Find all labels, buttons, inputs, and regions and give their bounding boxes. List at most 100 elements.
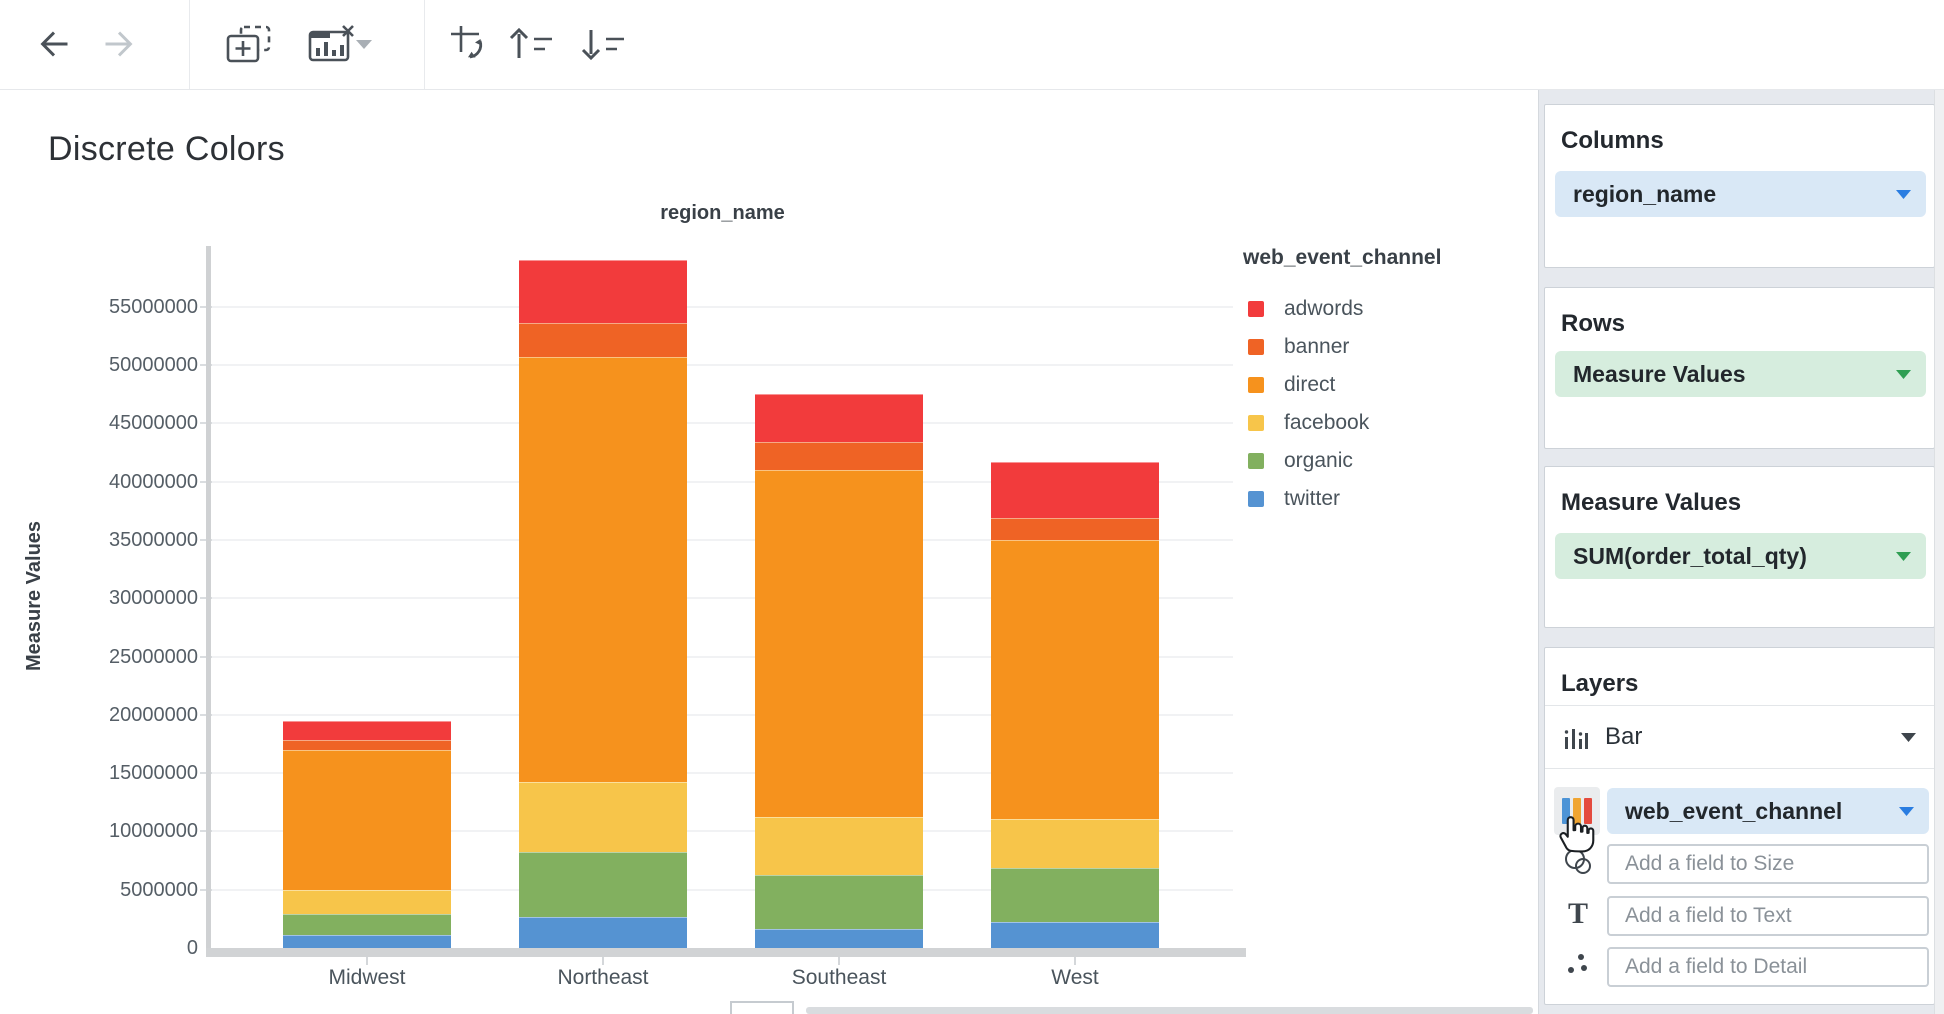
bar-segment-southeast-banner[interactable] xyxy=(755,441,923,470)
rows-field-pill[interactable]: Measure Values xyxy=(1555,351,1926,397)
gridline xyxy=(212,538,1233,541)
bar-segment-southeast-organic[interactable] xyxy=(755,874,923,930)
back-arrow-icon xyxy=(36,26,72,65)
chevron-down-icon xyxy=(1895,369,1912,380)
toolbar xyxy=(0,0,1944,90)
swap-axes-icon xyxy=(448,23,490,68)
bar-segment-midwest-direct[interactable] xyxy=(283,750,451,891)
legend-swatch xyxy=(1248,453,1264,469)
gridline xyxy=(212,480,1233,483)
legend-item-twitter[interactable]: twitter xyxy=(1248,487,1533,511)
legend-label: organic xyxy=(1284,449,1353,472)
gridline xyxy=(212,888,1233,891)
bar-segment-northeast-organic[interactable] xyxy=(519,852,687,918)
bar-segment-west-twitter[interactable] xyxy=(991,921,1159,948)
legend-title: web_event_channel xyxy=(1243,246,1442,269)
color-shelf-button[interactable] xyxy=(1554,787,1600,835)
bar-segment-west-facebook[interactable] xyxy=(991,818,1159,869)
legend-item-banner[interactable]: banner xyxy=(1248,335,1533,359)
legend: web_event_channel adwords banner direct fac… xyxy=(1243,246,1533,511)
sort-ascending-button[interactable] xyxy=(505,19,557,71)
detail-icon xyxy=(1563,951,1593,977)
legend-item-adwords[interactable]: adwords xyxy=(1248,297,1533,321)
bar-segment-northeast-twitter[interactable] xyxy=(519,917,687,948)
bar-segment-midwest-twitter[interactable] xyxy=(283,935,451,948)
x-axis-field-label: region_name xyxy=(660,202,785,224)
text-field-input[interactable] xyxy=(1607,896,1929,936)
y-tick-label: 45000000 xyxy=(109,412,198,435)
legend-item-organic[interactable]: organic xyxy=(1248,449,1533,473)
back-button[interactable] xyxy=(28,19,80,71)
measure-values-field-label: SUM(order_total_qty) xyxy=(1573,542,1807,569)
forward-arrow-icon xyxy=(101,26,137,65)
color-field-pill[interactable]: web_event_channel xyxy=(1607,788,1929,834)
gridline xyxy=(212,364,1233,366)
legend-swatch xyxy=(1248,491,1264,507)
measure-values-field-pill[interactable]: SUM(order_total_qty) xyxy=(1555,533,1926,579)
y-tick-label: 50000000 xyxy=(109,354,198,376)
bar-segment-midwest-organic[interactable] xyxy=(283,913,451,936)
legend-swatch xyxy=(1248,415,1264,431)
x-axis-line xyxy=(206,948,1246,957)
x-tick-mark xyxy=(1074,957,1076,965)
forward-button[interactable] xyxy=(93,19,145,71)
bar-segment-west-organic[interactable] xyxy=(991,868,1159,922)
detail-field-input[interactable] xyxy=(1607,947,1929,987)
gridline xyxy=(212,713,1233,716)
swap-axes-button[interactable] xyxy=(443,19,495,71)
bar-segment-northeast-banner[interactable] xyxy=(519,323,687,357)
columns-field-label: region_name xyxy=(1573,180,1717,207)
rows-shelf-title: Rows xyxy=(1561,310,1626,337)
y-tick-label: 55000000 xyxy=(109,295,198,318)
layer-type-selector[interactable]: Bar xyxy=(1545,705,1934,769)
bar-segment-northeast-facebook[interactable] xyxy=(519,782,687,853)
gridline xyxy=(212,422,1233,425)
bar-segment-midwest-facebook[interactable] xyxy=(283,890,451,914)
layer-type-label: Bar xyxy=(1605,723,1643,750)
measure-values-shelf-title: Measure Values xyxy=(1561,489,1742,516)
legend-label: adwords xyxy=(1284,297,1364,320)
remove-visualization-button[interactable] xyxy=(296,19,368,71)
x-axis-label: Southeast xyxy=(791,966,887,989)
y-tick-label: 10000000 xyxy=(109,820,198,843)
bar-segment-southeast-twitter[interactable] xyxy=(755,929,923,948)
x-axis-label: Midwest xyxy=(328,966,406,989)
bar-segment-midwest-banner[interactable] xyxy=(283,739,451,751)
chevron-down-icon xyxy=(355,38,373,53)
panel-scrollbar-gutter[interactable] xyxy=(1934,90,1944,1014)
bar-segment-southeast-facebook[interactable] xyxy=(755,817,923,875)
color-stripe xyxy=(1562,798,1570,824)
horizontal-scrollbar[interactable] xyxy=(806,1007,1533,1014)
toolbar-separator xyxy=(424,0,425,89)
layers-panel-title: Layers xyxy=(1561,670,1639,697)
gridline xyxy=(212,830,1233,833)
size-icon xyxy=(1563,848,1593,876)
chevron-down-icon xyxy=(1895,551,1912,562)
bar-segment-southeast-adwords[interactable] xyxy=(755,394,923,442)
chevron-down-icon xyxy=(1901,732,1916,742)
remove-visualization-dropdown[interactable] xyxy=(344,19,384,71)
gridline xyxy=(212,597,1233,600)
legend-item-facebook[interactable]: facebook xyxy=(1248,411,1533,435)
add-visualization-button[interactable] xyxy=(223,19,275,71)
bar-segment-northeast-direct[interactable] xyxy=(519,356,687,783)
bar-segment-northeast-adwords[interactable] xyxy=(519,260,687,323)
y-tick-label: 0 xyxy=(186,937,198,959)
bar-segment-west-banner[interactable] xyxy=(991,518,1159,541)
gridline xyxy=(212,305,1233,308)
measure-values-shelf: Measure Values SUM(order_total_qty) xyxy=(1544,466,1935,628)
size-field-input[interactable] xyxy=(1607,844,1929,884)
bar-segment-southeast-direct[interactable] xyxy=(755,469,923,818)
gridline xyxy=(212,655,1233,658)
chevron-down-icon xyxy=(1898,806,1915,817)
y-axis-line xyxy=(206,246,211,957)
rows-shelf: Rows Measure Values xyxy=(1544,287,1935,449)
sort-descending-button[interactable] xyxy=(577,19,629,71)
legend-swatch xyxy=(1248,377,1264,393)
range-selector-handle[interactable] xyxy=(730,1001,794,1014)
columns-field-pill[interactable]: region_name xyxy=(1555,171,1926,217)
bar-segment-west-direct[interactable] xyxy=(991,540,1159,819)
bar-segment-west-adwords[interactable] xyxy=(991,462,1159,519)
bar-segment-midwest-adwords[interactable] xyxy=(283,721,451,740)
legend-item-direct[interactable]: direct xyxy=(1248,373,1533,397)
